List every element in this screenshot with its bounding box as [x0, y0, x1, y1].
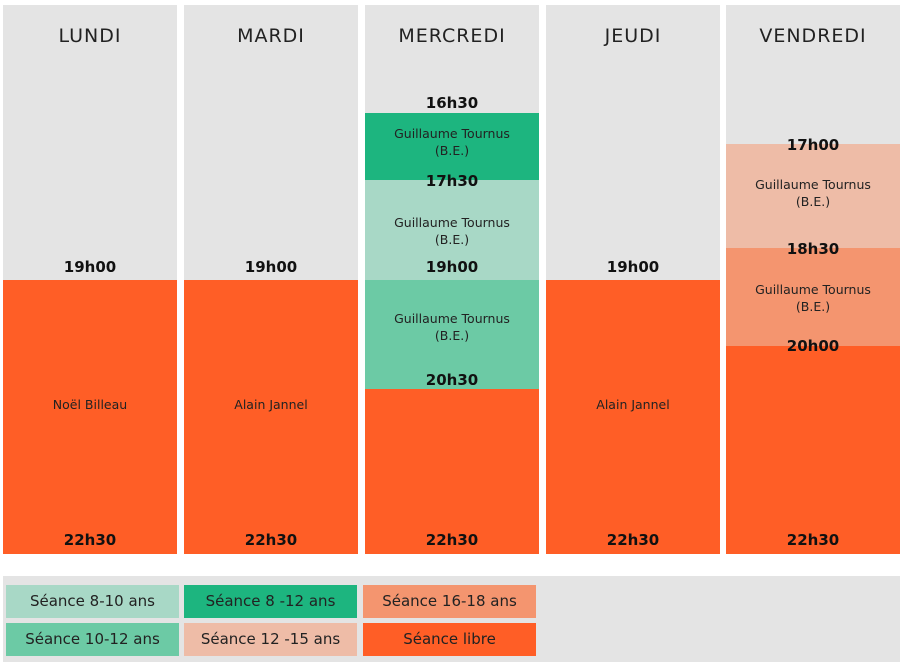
coach-2-mercredi: Guillaume Tournus (B.E.): [365, 214, 539, 248]
time-start-lundi: 19h00: [63, 258, 117, 276]
coach-2-name: Guillaume Tournus: [755, 282, 871, 297]
coach-3-mercredi: Guillaume Tournus (B.E.): [365, 310, 539, 344]
coach-1-name: Guillaume Tournus: [755, 177, 871, 192]
coach-2-name: Guillaume Tournus: [394, 215, 510, 230]
coach-mardi: Alain Jannel: [234, 397, 308, 412]
time-start-jeudi: 19h00: [606, 258, 660, 276]
session-libre-mardi[interactable]: [184, 280, 358, 554]
time-2230-mercredi: 22h30: [425, 531, 479, 549]
column-mardi: MARDI 19h00 Alain Jannel 22h30: [184, 5, 358, 554]
coach-jeudi: Alain Jannel: [596, 397, 670, 412]
coach-2-sub: (B.E.): [795, 299, 831, 314]
column-mercredi: MERCREDI 16h30 Guillaume Tournus (B.E.) …: [365, 5, 539, 554]
time-1900-mercredi: 19h00: [425, 258, 479, 276]
time-2000-vendredi: 20h00: [786, 337, 840, 355]
time-1830-vendredi: 18h30: [786, 240, 840, 258]
legend-libre: Séance libre: [363, 623, 536, 656]
legend-16-18: Séance 16-18 ans: [363, 585, 536, 618]
coach-1-name: Guillaume Tournus: [394, 126, 510, 141]
time-end-lundi: 22h30: [63, 531, 117, 549]
day-title-jeudi: JEUDI: [604, 25, 662, 47]
day-title-vendredi: VENDREDI: [759, 25, 867, 47]
session-8-12-mercredi[interactable]: [365, 113, 539, 180]
session-libre-vendredi[interactable]: [726, 346, 900, 554]
coach-1-sub: (B.E.): [795, 194, 831, 209]
time-1730-mercredi: 17h30: [425, 172, 479, 190]
time-1700-vendredi: 17h00: [786, 136, 840, 154]
column-vendredi: VENDREDI 17h00 Guillaume Tournus (B.E.) …: [726, 5, 900, 554]
time-2030-mercredi: 20h30: [425, 371, 479, 389]
coach-3-sub: (B.E.): [434, 328, 470, 343]
coach-1-sub: (B.E.): [434, 143, 470, 158]
time-2230-vendredi: 22h30: [786, 531, 840, 549]
legend: Séance 8-10 ans Séance 8 -12 ans Séance …: [3, 576, 900, 662]
coach-2-vendredi: Guillaume Tournus (B.E.): [726, 281, 900, 315]
session-16-18-vendredi[interactable]: [726, 248, 900, 346]
session-8-10-mercredi[interactable]: [365, 180, 539, 280]
coach-1-vendredi: Guillaume Tournus (B.E.): [726, 176, 900, 210]
time-1630-mercredi: 16h30: [425, 94, 479, 112]
legend-10-12: Séance 10-12 ans: [6, 623, 179, 656]
time-end-mardi: 22h30: [244, 531, 298, 549]
session-libre-jeudi[interactable]: [546, 280, 720, 554]
legend-8-12: Séance 8 -12 ans: [184, 585, 357, 618]
coach-1-mercredi: Guillaume Tournus (B.E.): [365, 125, 539, 159]
session-libre-mercredi[interactable]: [365, 389, 539, 554]
day-title-lundi: LUNDI: [58, 25, 122, 47]
column-jeudi: JEUDI 19h00 Alain Jannel 22h30: [546, 5, 720, 554]
day-title-mercredi: MERCREDI: [398, 25, 506, 47]
session-libre-lundi[interactable]: [3, 280, 177, 554]
legend-8-10: Séance 8-10 ans: [6, 585, 179, 618]
coach-lundi: Noël Billeau: [52, 397, 128, 412]
time-start-mardi: 19h00: [244, 258, 298, 276]
coach-2-sub: (B.E.): [434, 232, 470, 247]
session-12-15-vendredi[interactable]: [726, 144, 900, 248]
time-end-jeudi: 22h30: [606, 531, 660, 549]
column-lundi: LUNDI 19h00 Noël Billeau 22h30: [3, 5, 177, 554]
session-10-12-mercredi[interactable]: [365, 280, 539, 389]
day-title-mardi: MARDI: [237, 25, 305, 47]
coach-3-name: Guillaume Tournus: [394, 311, 510, 326]
legend-12-15: Séance 12 -15 ans: [184, 623, 357, 656]
